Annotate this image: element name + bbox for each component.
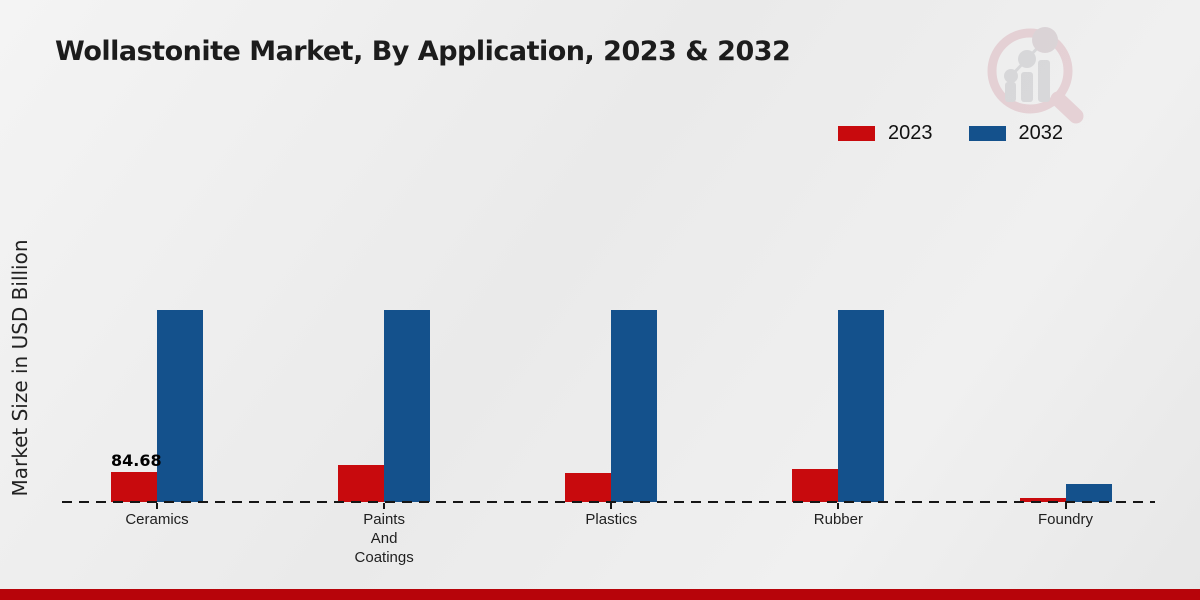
x-axis-line: [62, 501, 1155, 503]
trend-dot-3-icon: [1032, 27, 1058, 53]
value-label-2023-ceramics: 84.68: [111, 451, 162, 470]
bar-2032-ceramics: [157, 310, 203, 502]
bar-2032-paints: [384, 310, 431, 502]
magnifier-lens-icon: [987, 28, 1073, 114]
magnifier-handle-icon: [1050, 91, 1084, 124]
mrfr-logo-watermark: [987, 27, 1084, 124]
bar-2023-paints: [338, 465, 385, 502]
bar-large-icon: [1038, 60, 1050, 102]
trend-dot-1-icon: [1004, 69, 1018, 83]
bar-2023-rubber: [792, 469, 839, 502]
legend: 2023 2032: [838, 120, 1099, 146]
bar-2032-rubber: [838, 310, 885, 502]
bar-2032-plastics: [611, 310, 658, 502]
legend-label-2023: 2023: [888, 121, 933, 144]
bar-2023-foundry: [1019, 498, 1066, 502]
bar-2023-plastics: [565, 473, 612, 502]
bar-medium-icon: [1021, 72, 1033, 102]
legend-swatch-2023: [838, 125, 875, 141]
category-label-foundry: Foundry: [1037, 511, 1094, 528]
bar-2032-foundry: [1065, 484, 1112, 502]
category-label-plastics: Plastics: [585, 511, 638, 528]
bar-small-icon: [1005, 82, 1016, 102]
footer-bar: [0, 589, 1200, 600]
x-axis-tick: [1064, 503, 1067, 509]
category-label-rubber: Rubber: [813, 511, 863, 528]
x-axis-tick: [837, 503, 840, 509]
category-label-ceramics: Ceramics: [125, 511, 189, 528]
legend-swatch-2032: [968, 125, 1006, 141]
chart-title: Wollastonite Market, By Application, 202…: [55, 36, 791, 67]
x-axis-tick: [383, 503, 386, 509]
legend-label-2032: 2032: [1018, 121, 1064, 144]
x-axis-tick: [610, 503, 613, 509]
bar-2023-ceramics: [111, 472, 157, 502]
trend-dot-2-icon: [1018, 50, 1036, 68]
x-axis-tick: [156, 503, 158, 509]
category-label-paints: Paints And Coatings: [354, 511, 414, 566]
